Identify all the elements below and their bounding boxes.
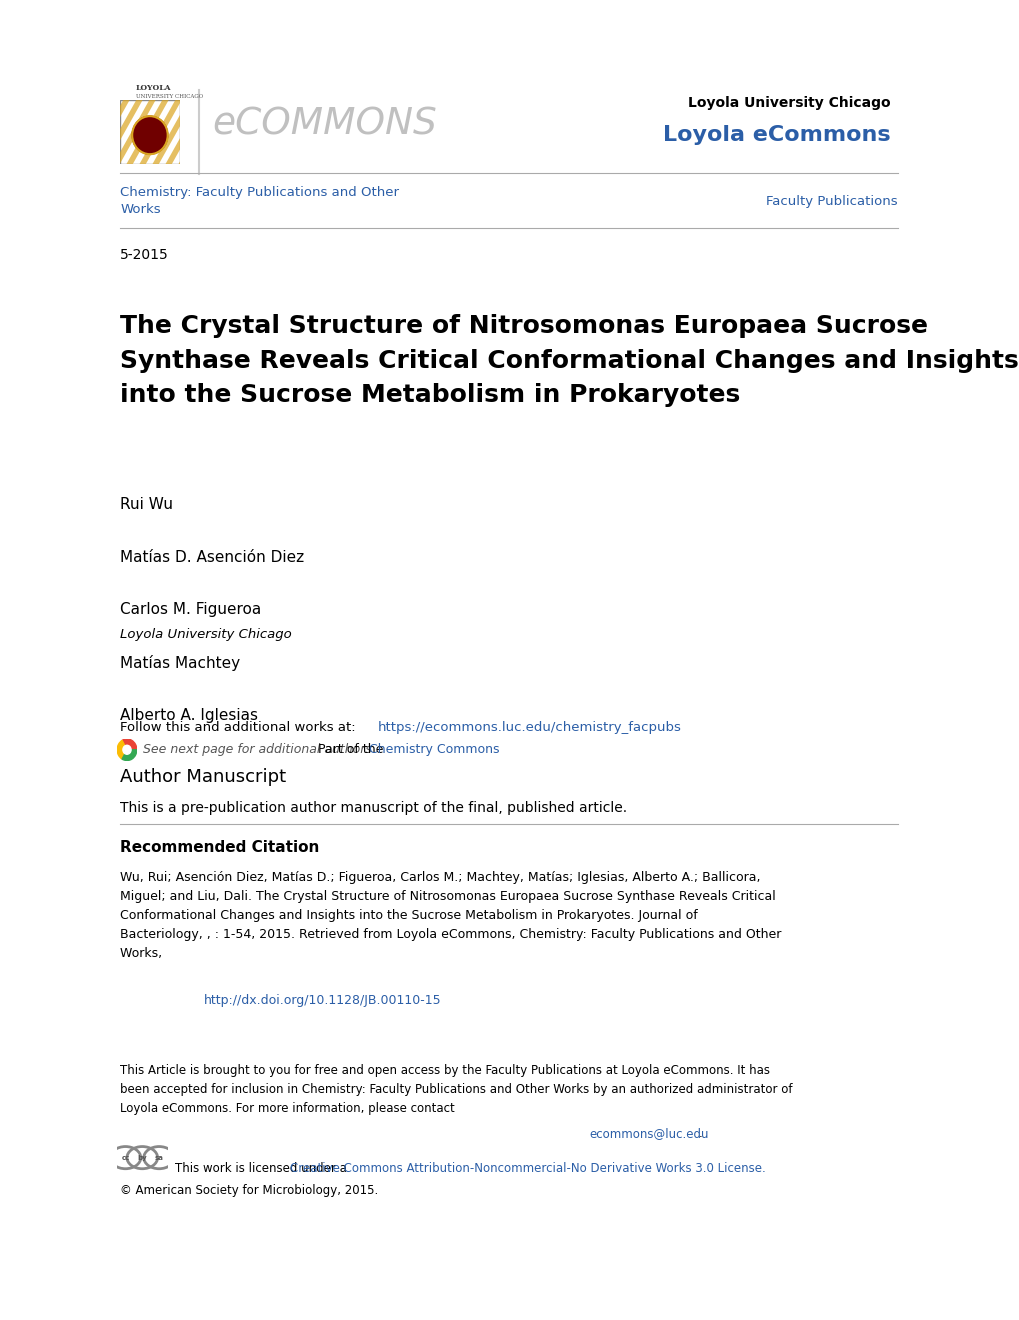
Text: Author Manuscript: Author Manuscript [120,768,286,787]
Text: Rui Wu: Rui Wu [120,496,173,512]
Text: eCOMMONS: eCOMMONS [212,106,436,143]
Text: Works: Works [120,203,161,216]
Text: 5-2015: 5-2015 [120,248,169,261]
Text: © American Society for Microbiology, 2015.: © American Society for Microbiology, 201… [120,1184,378,1197]
Circle shape [123,746,131,754]
Text: LOYOLA: LOYOLA [136,84,171,92]
Text: Chemistry: Faculty Publications and Other: Chemistry: Faculty Publications and Othe… [120,186,399,199]
Text: Loyola University Chicago: Loyola University Chicago [687,96,890,110]
Text: Matías D. Asención Diez: Matías D. Asención Diez [120,549,305,565]
Text: Faculty Publications: Faculty Publications [765,195,897,209]
Text: ecommons@luc.edu: ecommons@luc.edu [589,1127,708,1140]
Text: UNIVERSITY CHICAGO: UNIVERSITY CHICAGO [136,94,203,99]
Text: Loyola eCommons: Loyola eCommons [662,124,890,145]
Text: Recommended Citation: Recommended Citation [120,840,319,855]
Text: .: . [698,1127,702,1140]
Text: This Article is brought to you for free and open access by the Faculty Publicati: This Article is brought to you for free … [120,1064,792,1115]
Text: by: by [138,1155,147,1160]
Text: The Crystal Structure of Nitrosomonas Europaea Sucrose
Synthase Reveals Critical: The Crystal Structure of Nitrosomonas Eu… [120,314,1018,407]
Text: Follow this and additional works at:: Follow this and additional works at: [120,721,360,734]
Text: Alberto A. Iglesias: Alberto A. Iglesias [120,708,258,723]
Text: Chemistry Commons: Chemistry Commons [369,743,499,756]
Text: https://ecommons.luc.edu/chemistry_facpubs: https://ecommons.luc.edu/chemistry_facpu… [377,721,681,734]
Wedge shape [117,741,127,759]
Text: sa: sa [155,1155,163,1160]
Text: Loyola University Chicago: Loyola University Chicago [120,628,291,642]
Text: This work is licensed under a: This work is licensed under a [175,1162,351,1175]
Text: See next page for additional authors: See next page for additional authors [143,743,371,756]
Text: Carlos M. Figueroa: Carlos M. Figueroa [120,602,261,618]
Circle shape [132,116,167,154]
Text: Wu, Rui; Asención Diez, Matías D.; Figueroa, Carlos M.; Machtey, Matías; Iglesia: Wu, Rui; Asención Diez, Matías D.; Figue… [120,871,781,960]
Text: This is a pre-publication author manuscript of the final, published article.: This is a pre-publication author manuscr… [120,801,627,814]
Text: cc: cc [121,1155,129,1160]
Wedge shape [122,750,137,760]
Wedge shape [122,739,137,750]
Text: Matías Machtey: Matías Machtey [120,655,240,671]
Text: http://dx.doi.org/10.1128/JB.00110-15: http://dx.doi.org/10.1128/JB.00110-15 [204,994,441,1007]
Text: Creative Commons Attribution-Noncommercial-No Derivative Works 3.0 License.: Creative Commons Attribution-Noncommerci… [289,1162,764,1175]
Text: Part of the: Part of the [318,743,387,756]
